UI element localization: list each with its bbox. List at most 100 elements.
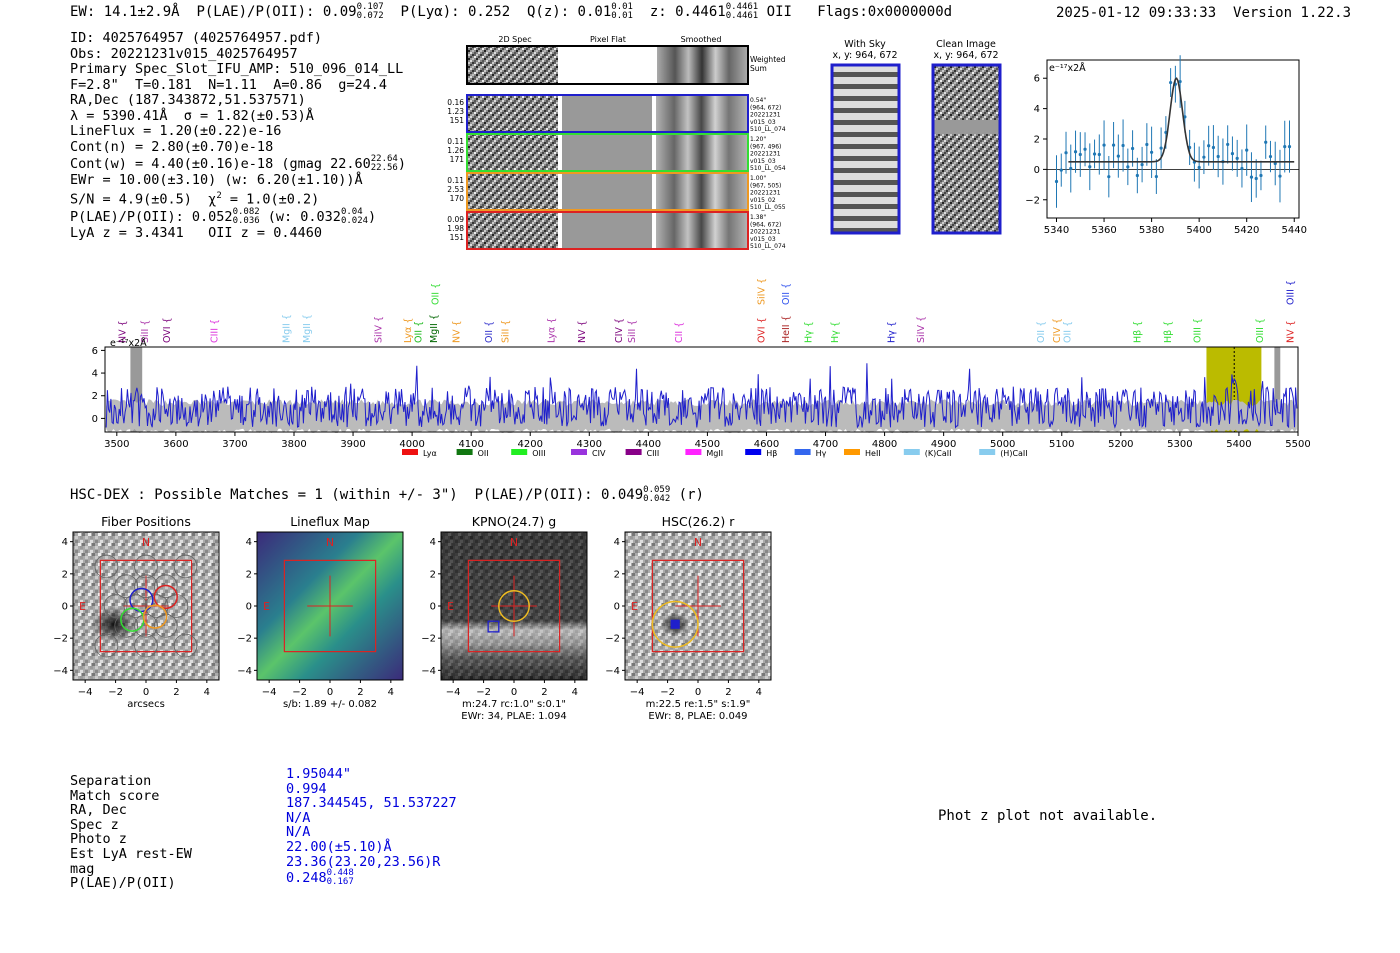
fit-point <box>1226 142 1230 147</box>
line-marker: MgII { <box>281 314 292 343</box>
line-marker: Hβ { <box>1163 321 1174 343</box>
primary-line: Primary Spec_Slot_IFU_AMP: 510_096_014_L… <box>70 61 404 77</box>
fit-point <box>1211 145 1216 150</box>
svg-text:SiII {: SiII { <box>500 320 511 343</box>
spectrum-xtick: 4200 <box>518 439 543 450</box>
datetime: 2025-01-12 09:33:33 <box>1056 5 1217 21</box>
panel-ytick: 4 <box>430 537 436 548</box>
panel-xtick: 2 <box>173 687 179 698</box>
panel-xtick: −2 <box>292 687 307 698</box>
svg-text:CIV {: CIV { <box>614 318 625 343</box>
panel-caption: arcsecs <box>127 699 165 710</box>
spectrum-xtick: 4900 <box>931 439 956 450</box>
fiber-line: F=2.8" T=0.181 N=1.11 A=0.86 g=24.4 <box>70 76 387 93</box>
line-marker: OVI { <box>162 317 173 343</box>
panel-ytick: 4 <box>62 537 68 548</box>
plae-line: P(LAE)/P(OII): 0.0520.082 0.036 (w: 0.032… <box>70 206 377 226</box>
contn-line: Cont(n) = 2.80(±0.70)e-18 <box>70 138 274 155</box>
plae-value: 0.2480.448 0.167 <box>286 868 354 888</box>
svg-text:CIV {: CIV { <box>1052 318 1063 343</box>
match-label: Separation <box>70 773 152 789</box>
full-spectrum-plot: NV {SiII {OVI {CIII {MgII {MgII {SiIV {L… <box>92 278 1310 458</box>
line-marker: OIII { <box>1285 280 1296 305</box>
fiber-right-value: 510_LL_074 <box>750 243 786 250</box>
svg-text:Hβ {: Hβ { <box>1163 321 1174 343</box>
z-line: OII <box>766 4 792 20</box>
fit-xtick: 5400 <box>1186 225 1211 235</box>
match-label: Match score <box>70 787 160 804</box>
with-sky-title: With Sky <box>844 39 886 50</box>
panel-ytick: 0 <box>246 602 252 613</box>
fiber-left-value: 151 <box>450 116 465 125</box>
line-marker: Hγ { <box>803 321 814 343</box>
east-label: E <box>631 600 638 613</box>
spec-z-value: N/A <box>286 809 311 826</box>
svg-text:SiIV {: SiIV { <box>757 278 768 305</box>
fiber-right-value: (964, 672) <box>750 221 781 228</box>
svg-text:Lyα: Lyα <box>423 449 437 458</box>
plae-value: P(LAE)/P(OII): 0.09 <box>196 4 357 20</box>
fit-point <box>1059 168 1063 172</box>
svg-text:OII {: OII { <box>484 321 495 343</box>
panel-xtick: 4 <box>204 687 210 698</box>
legend-item: HeII <box>844 449 881 458</box>
panel-ytick: −2 <box>421 634 436 645</box>
col-smoothed: Smoothed <box>681 35 722 44</box>
plya-value: P(Lyα): 0.252 <box>400 4 511 20</box>
legend-item: OIII <box>511 449 546 458</box>
radec-value: 187.344545, 51.537227 <box>286 795 457 812</box>
fiber-left-value: 170 <box>450 194 465 203</box>
spectrum-xtick: 4400 <box>636 439 661 450</box>
radec-line: RA,Dec (187.343872,51.537571) <box>70 92 306 108</box>
spectrum-ytick: 6 <box>92 346 98 357</box>
spec-cutouts: 2D Spec Pixel Flat Smoothed Weighted Sum… <box>447 35 786 250</box>
panel-ytick: 2 <box>430 569 436 580</box>
svg-text:(H)CaII: (H)CaII <box>1000 449 1027 458</box>
imaging-panels: Fiber Positions N E 4 2 0 −2 −4 −4 −2 0 2 4 arcsecs Li… <box>53 514 772 722</box>
svg-text:SiIV {: SiIV { <box>373 316 384 343</box>
legend-item: OII <box>456 449 489 458</box>
legend-item: Lyα <box>402 449 437 458</box>
line-marker: NV { <box>577 320 588 343</box>
panel-ytick: −4 <box>53 666 68 677</box>
line-marker: Lyα { <box>403 318 414 343</box>
line-marker: OII { <box>781 283 792 305</box>
match-label: Photo z <box>70 831 127 848</box>
spectrum-xtick: 3800 <box>281 439 306 450</box>
svg-text:OII {: OII { <box>431 283 442 305</box>
fit-xtick: 5340 <box>1044 225 1069 235</box>
fiber-right-value: (967, 496) <box>750 143 781 150</box>
line-marker: OII { <box>431 283 442 305</box>
svg-text:Hγ {: Hγ { <box>830 321 841 343</box>
panel-xtick: −2 <box>660 687 675 698</box>
fit-point <box>1169 80 1173 85</box>
north-label: N <box>510 536 518 549</box>
line-marker: CIV { <box>614 318 625 343</box>
panel-xtick: −2 <box>476 687 491 698</box>
fit-point <box>1150 150 1154 154</box>
ew-value: EW: 14.1±2.9Å <box>70 4 180 20</box>
col-2d-spec: 2D Spec <box>498 35 531 44</box>
panel-caption: EWr: 34, PLAE: 1.094 <box>461 711 567 722</box>
line-fit-plot: e⁻¹⁷x2Å 5340 5360 5380 5400 5420 5440 6 4 2 0 −2 <box>1025 55 1307 235</box>
masked-region <box>1274 347 1281 432</box>
spectrum-xtick: 4700 <box>813 439 838 450</box>
fit-point <box>1273 161 1277 166</box>
panel-ytick: −4 <box>605 666 620 677</box>
fit-point <box>1126 165 1130 169</box>
svg-text:(K)CaII: (K)CaII <box>925 449 952 458</box>
fit-point <box>1154 174 1158 179</box>
flags-value: Flags:0x0000000d <box>817 4 953 20</box>
fit-xtick: 5440 <box>1282 225 1307 235</box>
panel-xtick: 4 <box>572 687 578 698</box>
svg-text:Sum: Sum <box>750 64 767 73</box>
svg-text:Lyα {: Lyα { <box>546 318 557 343</box>
fit-point <box>1107 175 1111 179</box>
line-marker: SiII { <box>627 320 638 343</box>
fit-point <box>1283 144 1287 149</box>
svg-text:HeII {: HeII { <box>781 315 792 343</box>
line-marker: SiIV { <box>916 316 927 343</box>
panel-xtick: 0 <box>327 687 333 698</box>
